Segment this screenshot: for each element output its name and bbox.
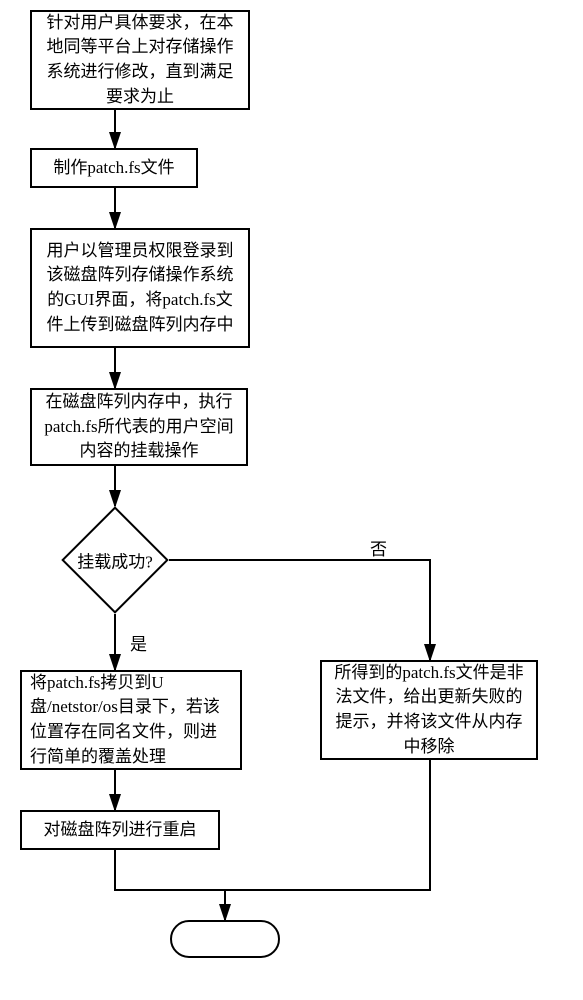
process-text: 用户以管理员权限登录到该磁盘阵列存储操作系统的GUI界面，将patch.fs文件… xyxy=(40,239,240,338)
process-box-upload: 用户以管理员权限登录到该磁盘阵列存储操作系统的GUI界面，将patch.fs文件… xyxy=(30,228,250,348)
process-text: 针对用户具体要求，在本地同等平台上对存储操作系统进行修改，直到满足要求为止 xyxy=(40,11,240,110)
edge-label-yes: 是 xyxy=(130,630,147,655)
process-text: 在磁盘阵列内存中，执行patch.fs所代表的用户空间内容的挂载操作 xyxy=(40,390,238,464)
edge-label-no: 否 xyxy=(370,535,387,560)
process-text: 制作patch.fs文件 xyxy=(53,156,174,181)
process-box-mount: 在磁盘阵列内存中，执行patch.fs所代表的用户空间内容的挂载操作 xyxy=(30,388,248,466)
process-box-illegal-file: 所得到的patch.fs文件是非法文件，给出更新失败的提示，并将该文件从内存中移… xyxy=(320,660,538,760)
process-box-restart: 对磁盘阵列进行重启 xyxy=(20,810,220,850)
diamond-shape xyxy=(61,506,168,613)
process-box-copy-to-usb: 将patch.fs拷贝到U盘/netstor/os目录下，若该位置存在同名文件，… xyxy=(20,670,242,770)
process-box-make-patch: 制作patch.fs文件 xyxy=(30,148,198,188)
process-text: 对磁盘阵列进行重启 xyxy=(44,818,197,843)
terminator-end xyxy=(170,920,280,958)
process-text: 所得到的patch.fs文件是非法文件，给出更新失败的提示，并将该文件从内存中移… xyxy=(330,661,528,760)
process-text: 将patch.fs拷贝到U盘/netstor/os目录下，若该位置存在同名文件，… xyxy=(30,671,232,770)
process-box-modify-os: 针对用户具体要求，在本地同等平台上对存储操作系统进行修改，直到满足要求为止 xyxy=(30,10,250,110)
decision-mount-success: 挂载成功? xyxy=(60,505,170,615)
